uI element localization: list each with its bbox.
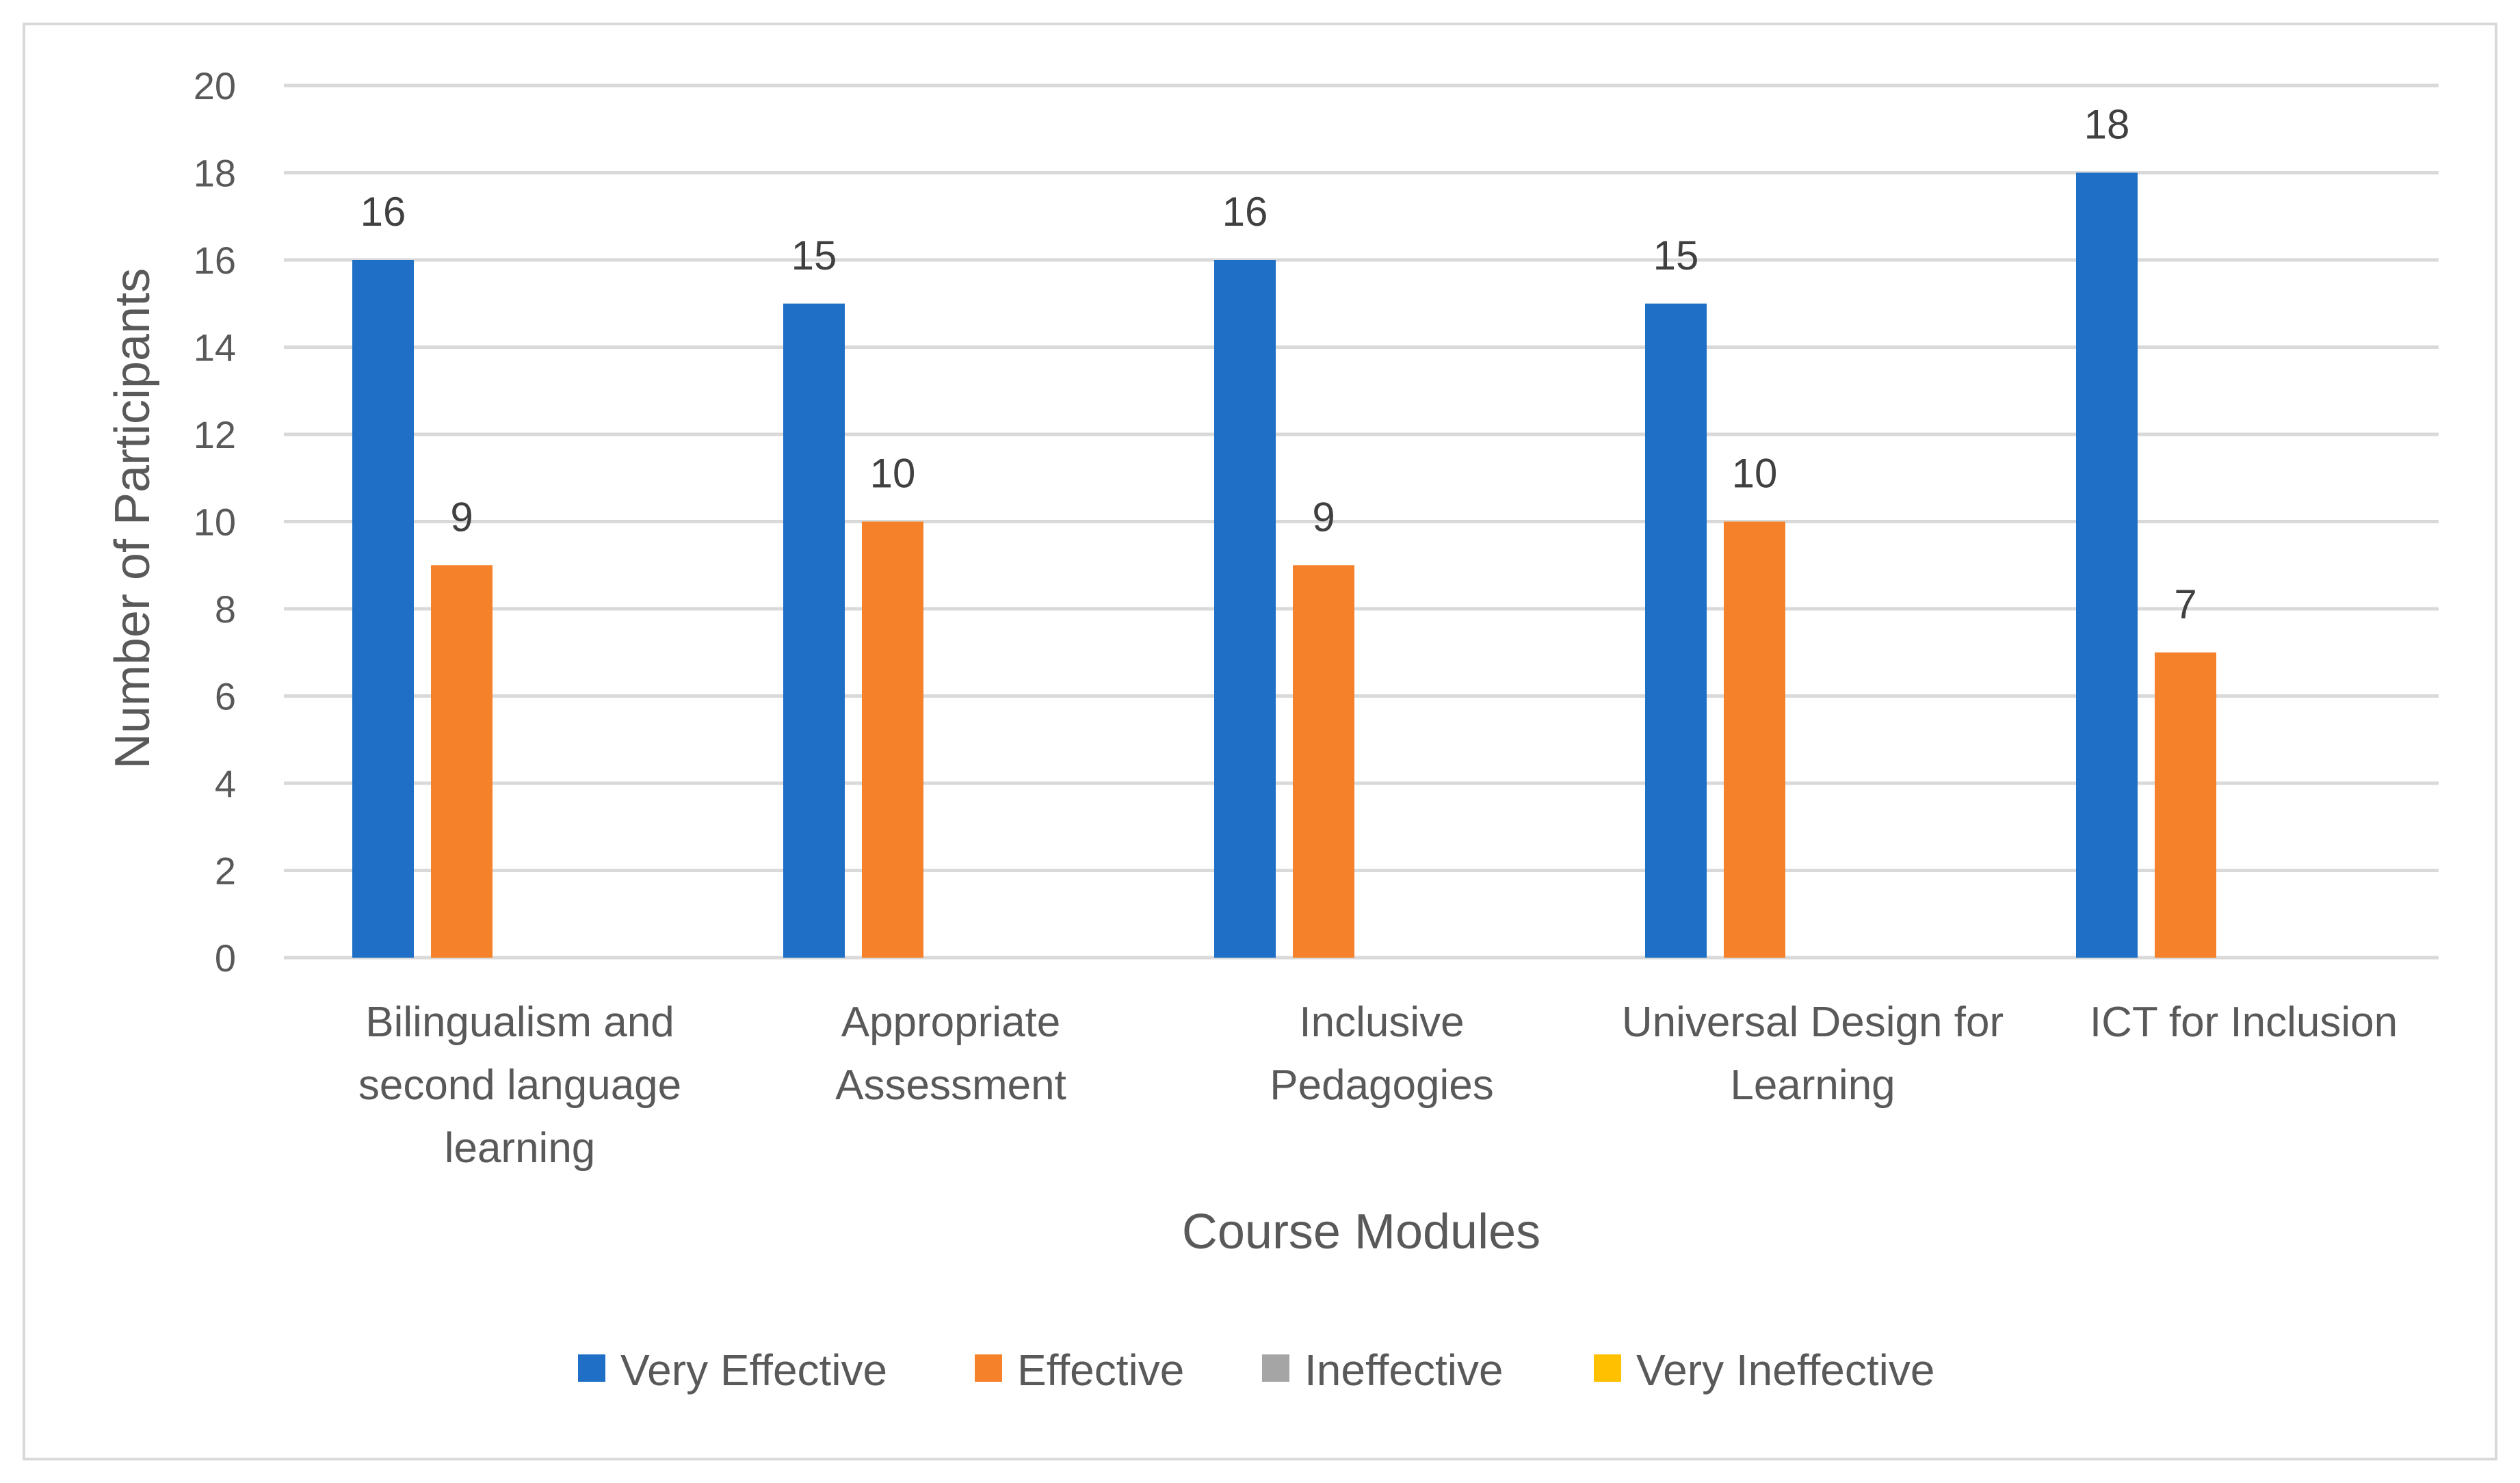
- x-category-label: learning: [445, 1125, 596, 1172]
- y-tick-label: 8: [215, 588, 236, 631]
- data-labels: 16 9 15 10 16 9 15 10 18 7: [360, 102, 2197, 627]
- y-tick-label: 0: [215, 936, 236, 980]
- y-tick-label: 6: [215, 675, 236, 718]
- data-label: 7: [2174, 581, 2196, 627]
- bar-very-effective: [783, 303, 845, 958]
- data-label: 16: [360, 189, 406, 235]
- x-category-label: Assessment: [835, 1062, 1066, 1109]
- data-label: 10: [870, 451, 916, 497]
- y-tick-label: 14: [194, 326, 236, 369]
- y-tick-label: 12: [194, 413, 236, 456]
- bar-effective: [2155, 652, 2216, 958]
- legend-label: Ineffective: [1304, 1346, 1504, 1395]
- y-tick-label: 4: [215, 762, 236, 805]
- legend: Very Effective Effective Ineffective Very I…: [578, 1346, 1934, 1395]
- data-label: 16: [1222, 189, 1268, 235]
- legend-swatch: [1594, 1354, 1621, 1382]
- legend-swatch: [975, 1354, 1002, 1382]
- legend-swatch: [1262, 1354, 1289, 1382]
- legend-label: Very Effective: [620, 1346, 887, 1395]
- bar-very-effective: [2076, 172, 2138, 958]
- x-category-label: Universal Design for: [1622, 999, 2004, 1046]
- data-label: 9: [1312, 494, 1335, 540]
- x-category-label: second language: [358, 1062, 681, 1109]
- data-label: 15: [791, 233, 837, 278]
- bar-effective: [431, 565, 493, 958]
- bar-very-effective: [1214, 260, 1276, 958]
- y-axis-title: Number of Participants: [105, 268, 160, 769]
- x-category-label: Inclusive: [1299, 999, 1464, 1046]
- data-label: 18: [2084, 102, 2130, 148]
- data-label: 10: [1732, 451, 1778, 497]
- x-axis-title: Course Modules: [1182, 1205, 1540, 1259]
- legend-label: Very Ineffective: [1636, 1346, 1934, 1395]
- bar-very-effective: [1645, 303, 1707, 958]
- x-category-label: Pedagogies: [1270, 1062, 1494, 1109]
- bars: [352, 172, 2216, 958]
- x-axis-categories: Bilingualism and second language learning A…: [358, 999, 2398, 1172]
- y-tick-label: 2: [215, 850, 236, 893]
- bar-effective: [1293, 565, 1354, 958]
- x-category-label: ICT for Inclusion: [2090, 999, 2398, 1046]
- bar-effective: [862, 521, 923, 958]
- y-tick-label: 10: [194, 501, 236, 544]
- data-label: 15: [1653, 233, 1699, 278]
- data-label: 9: [450, 494, 473, 540]
- x-category-label: Learning: [1730, 1062, 1895, 1109]
- y-axis-ticks: 0 2 4 6 8 10 12 14 16 18 20: [194, 64, 236, 980]
- legend-label: Effective: [1017, 1346, 1184, 1395]
- y-tick-label: 20: [194, 64, 236, 107]
- bar-effective: [1724, 521, 1785, 958]
- x-category-label: Appropriate: [841, 999, 1061, 1046]
- y-tick-label: 18: [194, 152, 236, 195]
- y-tick-label: 16: [194, 239, 236, 282]
- legend-swatch: [578, 1354, 605, 1382]
- x-category-label: Bilingualism and: [365, 999, 674, 1046]
- bar-very-effective: [352, 260, 414, 958]
